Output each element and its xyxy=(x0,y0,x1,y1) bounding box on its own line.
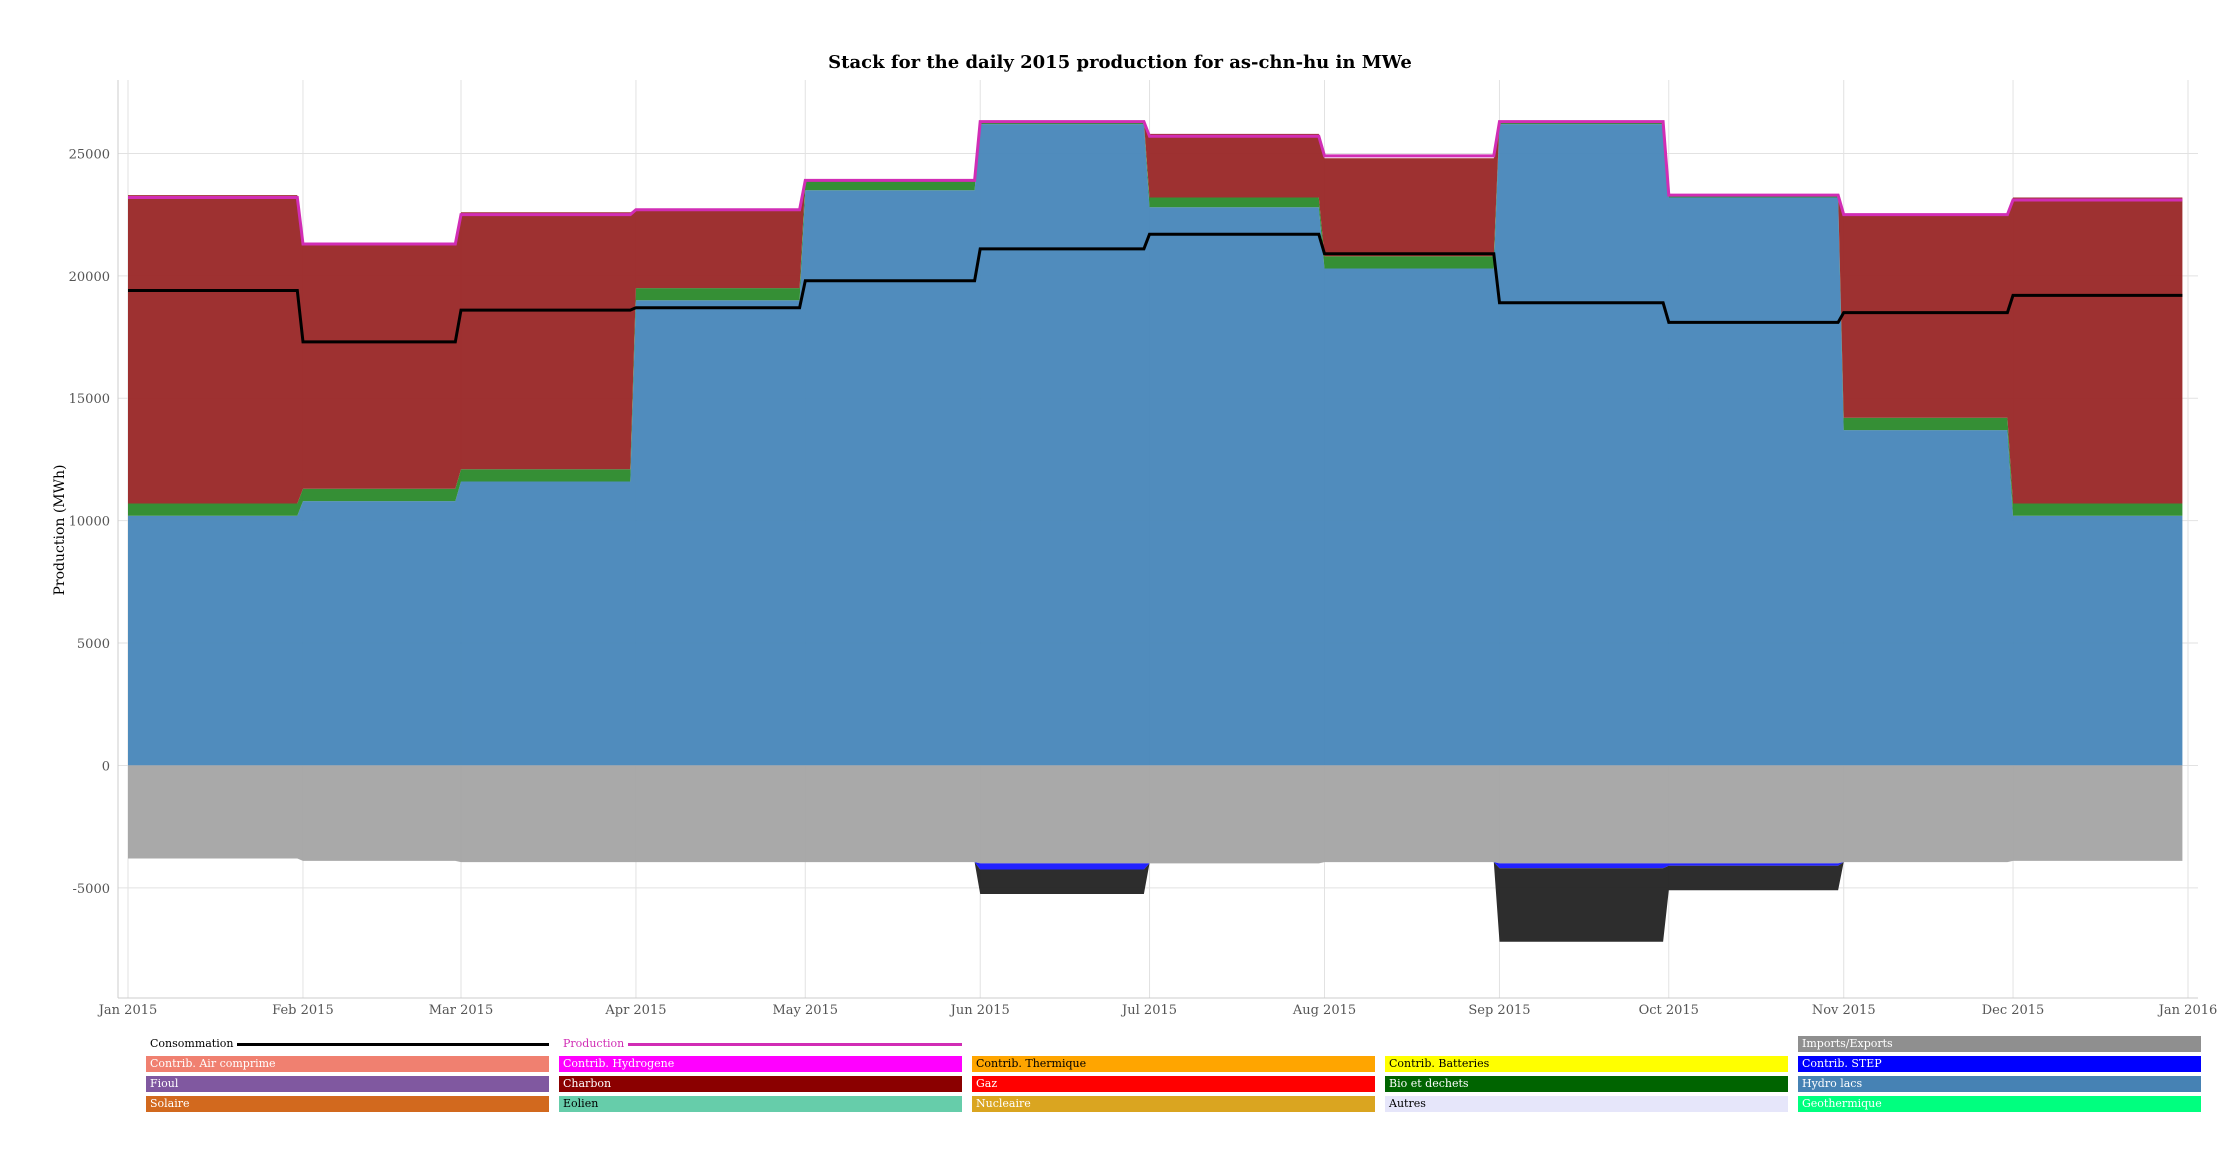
legend-item-fioul[interactable]: Fioul xyxy=(146,1076,549,1092)
stacked-area-chart: Stack for the daily 2015 production for … xyxy=(52,52,2218,1018)
legend-item-consommation[interactable]: Consommation xyxy=(146,1036,549,1052)
x-tick-label: Apr 2015 xyxy=(604,1003,666,1018)
legend-item-gaz[interactable]: Gaz xyxy=(972,1076,1375,1092)
x-tick-label: Jan 2016 xyxy=(2157,1003,2218,1018)
legend-item-solaire[interactable]: Solaire xyxy=(146,1096,549,1112)
x-tick-label: Nov 2015 xyxy=(1812,1003,1876,1018)
legend-item-autres[interactable]: Autres xyxy=(1385,1096,1788,1112)
x-tick-label: Aug 2015 xyxy=(1292,1003,1356,1018)
x-tick-label: Feb 2015 xyxy=(272,1003,334,1018)
x-tick-label: Dec 2015 xyxy=(1982,1003,2045,1018)
x-tick-label: Oct 2015 xyxy=(1639,1003,1699,1018)
line-production[interactable] xyxy=(128,120,2183,246)
legend-item-hydro-lacs[interactable]: Hydro lacs xyxy=(1798,1076,2201,1092)
y-tick-label: 25000 xyxy=(69,147,110,162)
x-tick-label: Jul 2015 xyxy=(1120,1003,1177,1018)
legend-row: Fioul Charbon Gaz Bio et dechets Hydro lacs xyxy=(146,1076,2208,1092)
x-tick-label: Mar 2015 xyxy=(429,1003,494,1018)
legend-item-imports-exports[interactable]: Imports/Exports xyxy=(1798,1036,2201,1052)
y-tick-label: 0 xyxy=(102,759,110,774)
legend-label-production: Production xyxy=(563,1037,625,1050)
line-consommation[interactable] xyxy=(128,232,2183,344)
area-bio-et-dechets[interactable] xyxy=(128,121,2183,516)
x-tick-label: May 2015 xyxy=(772,1003,838,1018)
y-tick-label: 20000 xyxy=(69,270,110,285)
y-tick-label: 10000 xyxy=(69,515,110,530)
y-tick-label: -5000 xyxy=(73,882,110,897)
legend-swatch-production xyxy=(628,1042,962,1046)
legend-item-contrib-thermique[interactable]: Contrib. Thermique xyxy=(972,1056,1375,1072)
legend-row: Solaire Eolien Nucleaire Autres Geothermique xyxy=(146,1096,2208,1112)
area-imports-exports[interactable] xyxy=(128,765,2183,864)
legend-item-contrib-hydrogene[interactable]: Contrib. Hydrogene xyxy=(559,1056,962,1072)
chart-title: Stack for the daily 2015 production for … xyxy=(828,52,1412,73)
y-tick-label: 15000 xyxy=(69,392,110,407)
legend-swatch-consommation xyxy=(237,1042,549,1046)
y-tick-label: 5000 xyxy=(77,637,110,652)
legend-row: Contrib. Air comprime Contrib. Hydrogene C… xyxy=(146,1056,2208,1072)
x-tick-label: Jan 2015 xyxy=(97,1003,158,1018)
x-tick-label: Sep 2015 xyxy=(1468,1003,1530,1018)
legend-item-charbon[interactable]: Charbon xyxy=(559,1076,962,1092)
area-series xyxy=(128,121,2183,942)
line-series xyxy=(128,120,2183,344)
legend-item-contrib-step[interactable]: Contrib. STEP xyxy=(1798,1056,2201,1072)
legend-row-lines: Consommation Production Imports/Exports xyxy=(146,1036,2208,1052)
legend-item-geothermique[interactable]: Geothermique xyxy=(1798,1096,2201,1112)
area-contrib-step[interactable] xyxy=(128,858,2183,870)
area-autres[interactable] xyxy=(128,858,2183,942)
legend: Consommation Production Imports/Exports … xyxy=(146,1036,2208,1116)
area-hydro-lacs[interactable] xyxy=(128,124,2183,766)
legend-item-eolien[interactable]: Eolien xyxy=(559,1096,962,1112)
legend-label-consommation: Consommation xyxy=(150,1037,234,1050)
legend-item-nucleaire[interactable]: Nucleaire xyxy=(972,1096,1375,1112)
legend-item-contrib-batteries[interactable]: Contrib. Batteries xyxy=(1385,1056,1788,1072)
axes: -5000 0 5000 10000 15000 20000 25000 Jan 2015 Fe… xyxy=(69,80,2218,1018)
legend-item-contrib-air-comprime[interactable]: Contrib. Air comprime xyxy=(146,1056,549,1072)
area-charbon[interactable] xyxy=(128,121,2183,504)
legend-rows: Contrib. Air comprime Contrib. Hydrogene C… xyxy=(146,1056,2208,1112)
y-axis-label: Production (MWh) xyxy=(52,464,68,595)
legend-item-bio-et-dechets[interactable]: Bio et dechets xyxy=(1385,1076,1788,1092)
x-tick-label: Jun 2015 xyxy=(949,1003,1010,1018)
legend-item-production[interactable]: Production xyxy=(559,1036,962,1052)
